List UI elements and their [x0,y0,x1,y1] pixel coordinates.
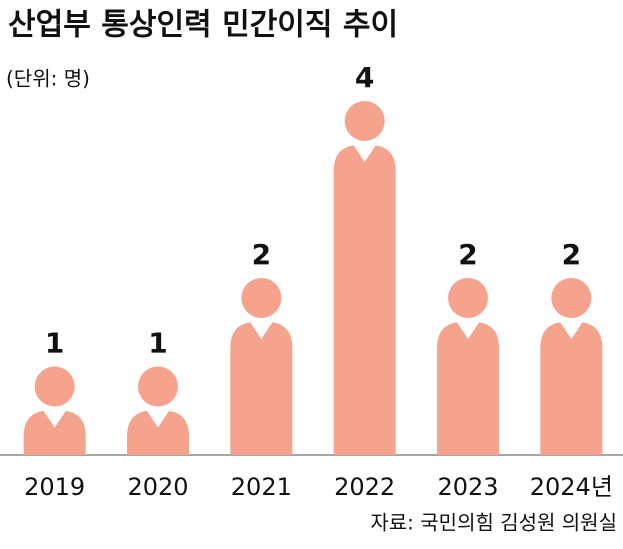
figure-body [23,410,86,455]
value-label: 4 [355,61,374,94]
figure-collar [42,409,67,428]
value-label: 1 [148,327,167,360]
x-tick-label: 2019 [24,473,85,501]
figure-head [241,278,282,318]
figure-collar [249,321,274,339]
source: 자료: 국민의힘 김성원 의원실 [370,511,617,535]
figure-head [34,366,75,407]
figure-head [448,278,488,318]
figure-body [230,322,293,455]
x-tick-label: 2023 [437,473,498,501]
value-label: 2 [562,238,581,271]
value-label: 1 [45,327,64,360]
x-tick-label: 2020 [127,473,188,501]
figure-collar [146,409,170,428]
x-tick-label: 2021 [231,473,292,501]
x-tick-label: 2022 [334,473,395,501]
figure-collar [559,321,584,339]
figure-body [333,145,396,455]
chart-title: 산업부 통상인력 민간이직 추이 [8,8,398,43]
figure-body [437,322,499,455]
value-label: 2 [252,238,271,271]
figure-head [551,278,592,318]
x-tick-label: 2024년 [530,473,613,501]
unit-label: (단위: 명) [6,67,90,91]
figure-collar [352,144,377,162]
figure-head [344,101,385,141]
figure-body [540,322,603,455]
value-label: 2 [458,238,477,271]
figure-head [138,366,178,407]
figure-body [127,410,189,455]
figure-collar [456,321,480,339]
